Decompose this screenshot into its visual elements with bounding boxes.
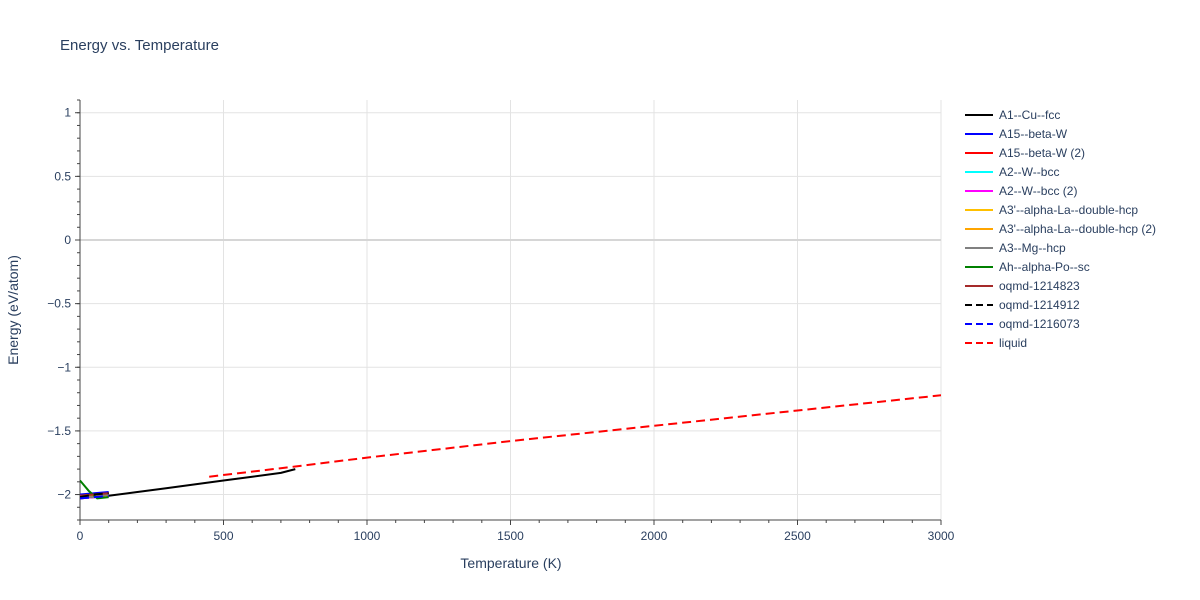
x-tick-label: 3000 bbox=[928, 529, 955, 543]
legend-label: oqmd-1214823 bbox=[999, 279, 1080, 293]
x-tick-label: 0 bbox=[77, 529, 84, 543]
y-tick-label: −0.5 bbox=[47, 297, 71, 311]
legend-label: A15--beta-W bbox=[999, 127, 1068, 141]
legend-label: oqmd-1214912 bbox=[999, 298, 1080, 312]
legend-label: A3'--alpha-La--double-hcp (2) bbox=[999, 222, 1156, 236]
series-line-a1-cu-fcc bbox=[80, 468, 296, 500]
tick-label-layer: 0 500 1000 1500 2000 2500 3000 1 0.5 0 −0.5 −1 −1.5 −… bbox=[47, 106, 954, 543]
grid-layer bbox=[80, 100, 942, 520]
axis-layer bbox=[75, 99, 942, 525]
legend-label: A2--W--bcc (2) bbox=[999, 184, 1077, 198]
legend-label: A3'--alpha-La--double-hcp bbox=[999, 203, 1138, 217]
x-tick-label: 2500 bbox=[784, 529, 811, 543]
y-tick-label: 1 bbox=[64, 106, 71, 120]
x-tick-label: 1000 bbox=[354, 529, 381, 543]
series-layer bbox=[80, 394, 941, 500]
legend-label: oqmd-1216073 bbox=[999, 317, 1080, 331]
x-tick-label: 1500 bbox=[497, 529, 524, 543]
series-line-liquid bbox=[209, 394, 941, 478]
chart-title: Energy vs. Temperature bbox=[60, 37, 219, 54]
x-tick-label: 2000 bbox=[641, 529, 668, 543]
y-tick-label: −2 bbox=[57, 488, 71, 502]
legend-label: Ah--alpha-Po--sc bbox=[999, 260, 1090, 274]
series-line-a15-beta-w bbox=[80, 491, 109, 496]
legend-label: A1--Cu--fcc bbox=[999, 108, 1060, 122]
y-tick-label: −1 bbox=[57, 360, 71, 374]
x-tick-label: 500 bbox=[213, 529, 233, 543]
x-axis-title: Temperature (K) bbox=[460, 555, 561, 571]
legend-label: A15--beta-W (2) bbox=[999, 146, 1085, 160]
y-tick-label: −1.5 bbox=[47, 424, 71, 438]
y-tick-label: 0 bbox=[64, 233, 71, 247]
legend: A1--Cu--fcc A15--beta-W A15--beta-W (2) A2-… bbox=[965, 108, 1156, 350]
legend-label: A3--Mg--hcp bbox=[999, 241, 1066, 255]
y-tick-label: 0.5 bbox=[54, 169, 71, 183]
y-axis-title: Energy (eV/atom) bbox=[5, 255, 21, 365]
legend-label: A2--W--bcc bbox=[999, 165, 1059, 179]
series-line-oqmd-1216073 bbox=[80, 494, 109, 500]
legend-label: liquid bbox=[999, 336, 1027, 350]
series-line-oqmd-1214912 bbox=[80, 492, 109, 499]
